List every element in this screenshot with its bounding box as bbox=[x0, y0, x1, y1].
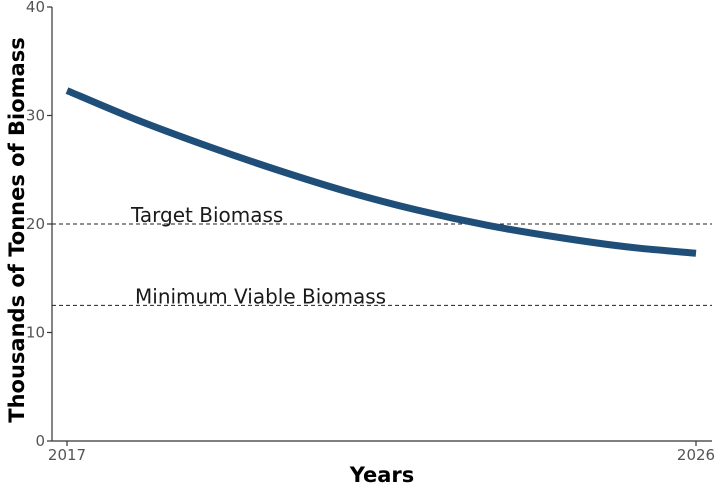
y-tick-label: 0 bbox=[35, 432, 45, 450]
axis-labels: Years Thousands of Tonnes of Biomass bbox=[5, 37, 414, 487]
series bbox=[65, 87, 697, 257]
y-tick-label: 40 bbox=[26, 0, 45, 16]
reference-lines: Target Biomass Minimum Viable Biomass bbox=[52, 203, 712, 308]
reference-line-label: Target Biomass bbox=[130, 203, 283, 227]
x-axis-title: Years bbox=[349, 463, 415, 487]
x-tick-label: 2017 bbox=[48, 446, 86, 464]
y-axis-title: Thousands of Tonnes of Biomass bbox=[5, 37, 29, 422]
reference-line-label: Minimum Viable Biomass bbox=[135, 284, 386, 308]
axes: 0 10 20 30 40 2017 2026 bbox=[26, 0, 715, 464]
y-tick-label: 10 bbox=[26, 324, 45, 342]
x-tick-label: 2026 bbox=[677, 446, 715, 464]
biomass-series-line bbox=[65, 87, 697, 257]
y-tick-label: 20 bbox=[26, 215, 45, 233]
y-tick-label: 30 bbox=[26, 107, 45, 125]
